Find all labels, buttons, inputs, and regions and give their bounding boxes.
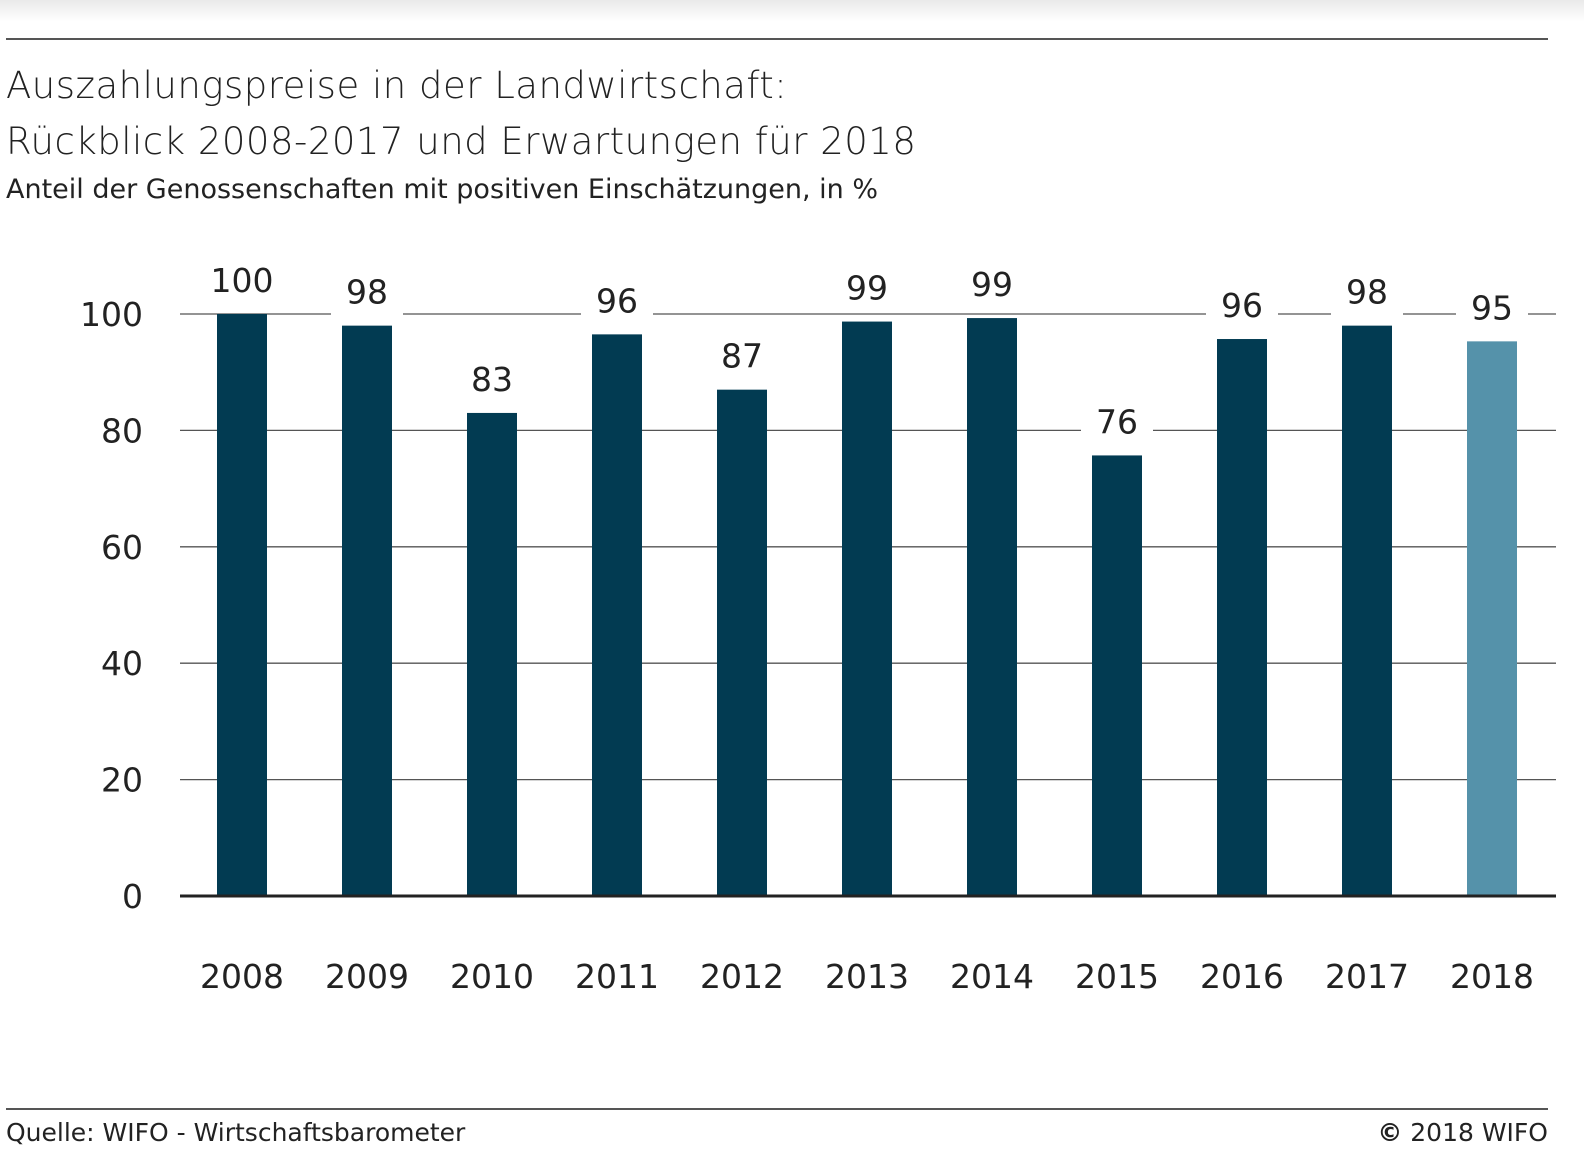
y-tick-label-80: 80 [101,411,143,450]
copyright-text: 2018 WIFO [1410,1118,1548,1147]
data-label-2012: 87 [721,337,763,376]
top-rule [6,38,1548,40]
x-tick-label-2017: 2017 [1325,957,1409,996]
data-label-2010: 83 [471,360,513,399]
bar-2016 [1217,339,1267,896]
data-label-2018: 95 [1471,288,1513,327]
bar-2011 [592,334,642,896]
x-tick-label-2018: 2018 [1450,957,1534,996]
bar-2012 [717,389,767,896]
x-tick-label-2014: 2014 [950,957,1034,996]
chart-title-line-2: Rückblick 2008-2017 und Erwartungen für … [6,120,917,163]
top-shade-bar [0,0,1584,22]
bar-2013 [842,321,892,896]
data-label-2009: 98 [346,273,388,312]
bottom-rule [6,1108,1548,1110]
data-label-2013: 99 [846,269,888,308]
data-label-2014: 99 [971,265,1013,304]
x-tick-label-2012: 2012 [700,957,784,996]
bar-2008 [217,314,267,896]
y-tick-label-40: 40 [101,644,143,683]
chart-title-line-1: Auszahlungspreise in der Landwirtschaft: [6,64,788,107]
chart-title: Auszahlungspreise in der Landwirtschaft:… [6,58,916,170]
y-tick-label-100: 100 [80,295,143,334]
bar-2014 [967,318,1017,897]
data-label-2017: 98 [1346,273,1388,312]
x-tick-label-2013: 2013 [825,957,909,996]
bar-2009 [342,325,392,896]
bar-chart: 0 20 40 60 80 100 100 98 83 96 87 99 99 76 96 98 95 2008 2… [80,261,1556,996]
copyright-symbol: © [1377,1118,1403,1147]
y-tick-label-0: 0 [122,877,143,916]
x-tick-label-2011: 2011 [575,957,659,996]
data-label-2015: 76 [1096,402,1138,441]
data-label-2008: 100 [211,261,274,300]
chart-subtitle: Anteil der Genossenschaften mit positive… [6,174,878,205]
data-label-2011: 96 [596,281,638,320]
x-tick-label-2015: 2015 [1075,957,1159,996]
data-label-2016: 96 [1221,286,1263,325]
x-tick-label-2016: 2016 [1200,957,1284,996]
y-tick-label-60: 60 [101,528,143,567]
x-tick-label-2009: 2009 [325,957,409,996]
x-tick-label-2010: 2010 [450,957,534,996]
bar-2010 [467,412,517,896]
source-note: Quelle: WIFO - Wirtschaftsbarometer [6,1118,466,1147]
bar-2015 [1092,455,1142,896]
copyright-note: © 2018 WIFO [1377,1116,1548,1150]
bar-2018 [1467,341,1517,896]
bar-2017 [1342,325,1392,896]
y-tick-label-20: 20 [101,761,143,800]
x-tick-label-2008: 2008 [200,957,284,996]
